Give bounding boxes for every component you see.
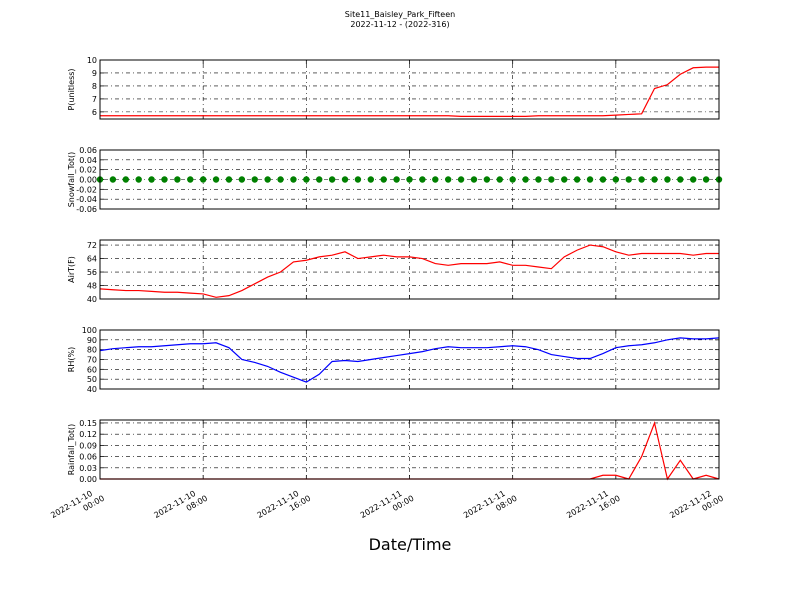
y-tick-label: 40 [87,385,97,394]
y-tick-label: 10 [87,56,97,65]
data-point [316,176,323,183]
y-tick-label: -0.02 [76,185,97,194]
data-point [354,176,362,183]
data-line [99,337,720,383]
y-tick-label: 6 [92,108,97,117]
data-point [264,176,271,183]
data-line [99,244,719,298]
data-point [496,176,503,183]
data-point [586,176,594,183]
data-point [470,176,478,183]
y-tick-label: 0.15 [79,419,97,428]
data-point [638,176,645,183]
data-point [457,176,465,183]
data-point [702,176,710,183]
data-point [573,176,581,183]
y-tick-label: 48 [87,282,97,291]
data-point [380,176,387,183]
data-point [199,176,207,183]
y-tick-label: 0.02 [79,166,97,175]
data-point [225,176,233,183]
y-tick-label: 0.09 [79,441,97,450]
data-point [599,176,607,183]
y-axis-label: AirT(F) [67,256,76,283]
data-point [535,176,542,183]
plot-frame [99,239,720,300]
plot-frame [99,59,720,120]
data-point [148,176,155,183]
y-tick-label: 0.03 [79,464,97,473]
y-axis-label: RH(%) [67,347,76,372]
y-axis-label: P(unitless) [67,68,76,110]
y-tick-label: -0.06 [76,205,97,214]
y-tick-label: 40 [87,295,97,304]
y-tick-label: -0.04 [76,195,97,204]
y-axis-label: Rainfall_Tot() [67,424,76,476]
y-tick-label: 0.12 [79,430,97,439]
data-point [367,176,375,183]
y-tick-label: 8 [92,82,97,91]
data-point [444,176,452,183]
data-point [238,176,246,183]
y-tick-label: 90 [87,336,97,345]
data-point [651,176,658,183]
data-point [690,176,697,183]
y-tick-label: 0.04 [79,156,97,165]
data-point [161,176,168,183]
data-point [406,176,413,183]
plot-frame [99,419,720,480]
data-point [393,176,400,183]
data-point [341,176,349,183]
y-tick-label: 9 [92,69,97,78]
chart-subtitle: 2022-11-12 - (2022-316) [350,20,449,29]
data-point [664,176,671,183]
y-tick-label: 7 [92,95,97,104]
data-point [548,176,555,183]
y-tick-label: 50 [87,375,97,384]
data-point [277,176,284,183]
data-line [100,66,719,118]
y-tick-label: 100 [82,326,97,335]
plot-frame [99,149,720,210]
data-point [625,176,632,183]
y-tick-label: 70 [87,356,97,365]
plot-frame [99,329,720,390]
y-tick-label: 72 [87,241,97,250]
y-tick-label: 0.00 [79,176,97,185]
y-tick-label: 64 [87,255,97,264]
data-point [612,176,620,183]
y-tick-label: 60 [87,365,97,374]
data-point [122,176,129,183]
y-tick-label: 80 [87,346,97,355]
data-point [290,176,297,183]
data-point [174,176,181,183]
data-point [187,176,194,183]
data-point [522,176,529,183]
data-point [328,176,336,183]
x-axis-label: Date/Time [369,535,452,554]
y-tick-label: 0.06 [79,453,97,462]
data-point [677,176,684,183]
y-axis-label: Snowfall_Tot() [67,152,76,208]
data-point [303,176,310,183]
y-tick-label: 0.06 [79,146,97,155]
data-point [483,176,491,183]
y-tick-label: 56 [87,268,97,277]
data-point [135,176,142,183]
data-point [432,176,439,183]
data-point [212,176,220,183]
y-tick-label: 0.00 [79,475,97,484]
data-point [561,176,568,183]
chart-title: Site11_Baisley_Park_Fifteen [345,10,455,19]
data-point [509,176,516,183]
data-point [251,176,258,183]
data-point [419,176,426,183]
data-point [109,176,117,183]
